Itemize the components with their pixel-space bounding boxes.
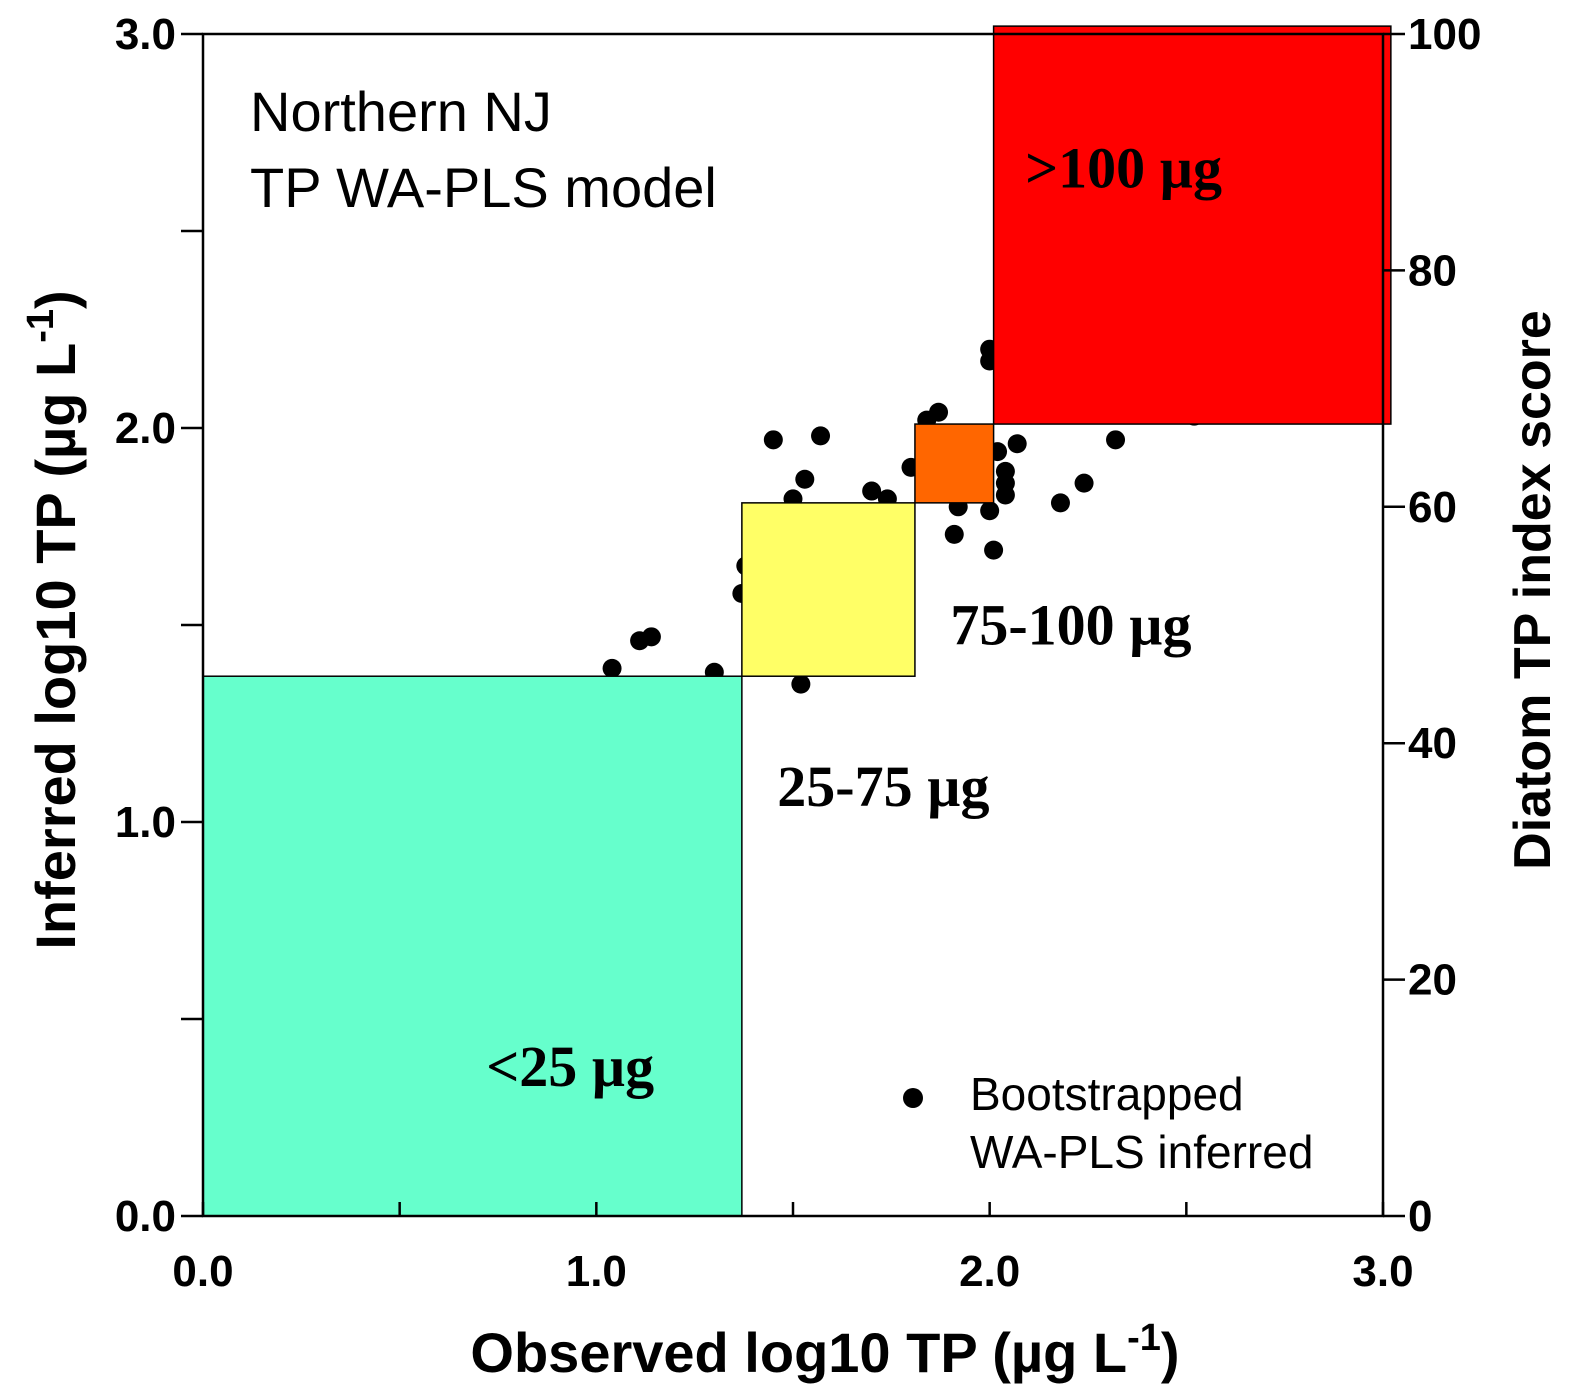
y2-tick-label: 60: [1408, 483, 1457, 532]
legend-label-line-2: WA-PLS inferred: [970, 1126, 1313, 1178]
data-point-25: [1050, 493, 1070, 513]
y2-tick-label: 80: [1408, 246, 1457, 295]
x-tick-label: 2.0: [959, 1247, 1020, 1296]
y2-tick-label: 100: [1408, 10, 1481, 59]
data-point-7: [811, 426, 831, 446]
region-label-2: 75-100 µg: [950, 593, 1191, 658]
data-point-19: [984, 540, 1004, 560]
region-box-1: [741, 502, 916, 677]
tick-labels-layer: 0.0 1.0 2.0 3.0 0.0 1.0 2.0 3.0 0 20 40 60 80 100: [115, 10, 1482, 1296]
data-point-16: [944, 524, 964, 544]
region-labels-layer: <25 µg 25-75 µg 75-100 µg >100 µg: [486, 136, 1222, 1099]
annotation-line-1: Northern NJ: [250, 80, 552, 143]
x-tick-label: 3.0: [1352, 1247, 1413, 1296]
data-point-27: [1106, 430, 1126, 450]
y-axis-label: Inferred log10 TP (µg L-1): [20, 290, 87, 949]
x-tick-label: 0.0: [172, 1247, 233, 1296]
region-box-3: [992, 25, 1392, 425]
data-point-26: [1074, 473, 1094, 493]
data-point-8: [791, 674, 811, 694]
y-tick-label: 0.0: [115, 1192, 176, 1241]
legend-marker: [903, 1088, 923, 1108]
x-tick-label: 1.0: [566, 1247, 627, 1296]
region-layer: [202, 25, 1392, 1217]
y2-tick-label: 20: [1408, 956, 1457, 1005]
region-label-1: 25-75 µg: [777, 754, 989, 819]
data-point-24: [1007, 434, 1027, 454]
data-point-0: [602, 658, 622, 678]
region-box-0: [202, 675, 743, 1217]
region-label-3: >100 µg: [1025, 136, 1222, 201]
y-tick-label: 1.0: [115, 798, 176, 847]
y-tick-label: 2.0: [115, 404, 176, 453]
data-point-4: [763, 430, 783, 450]
y2-axis-label: Diatom TP index score: [1504, 310, 1562, 870]
data-point-23: [995, 485, 1015, 505]
legend-label-line-1: Bootstrapped: [970, 1068, 1244, 1120]
data-point-2: [641, 627, 661, 647]
y-tick-label: 3.0: [115, 10, 176, 59]
y2-tick-label: 40: [1408, 719, 1457, 768]
y2-tick-label: 0: [1408, 1192, 1432, 1241]
x-axis-label: Observed log10 TP (µg L-1): [470, 1317, 1179, 1384]
annotation-line-2: TP WA-PLS model: [250, 156, 717, 219]
region-box-2: [914, 423, 995, 504]
ticks-layer: [181, 32, 1405, 1218]
data-point-6: [795, 469, 815, 489]
data-point-18: [980, 501, 1000, 521]
region-label-0: <25 µg: [486, 1034, 654, 1099]
data-point-15: [929, 402, 949, 422]
data-point-11: [862, 481, 882, 501]
